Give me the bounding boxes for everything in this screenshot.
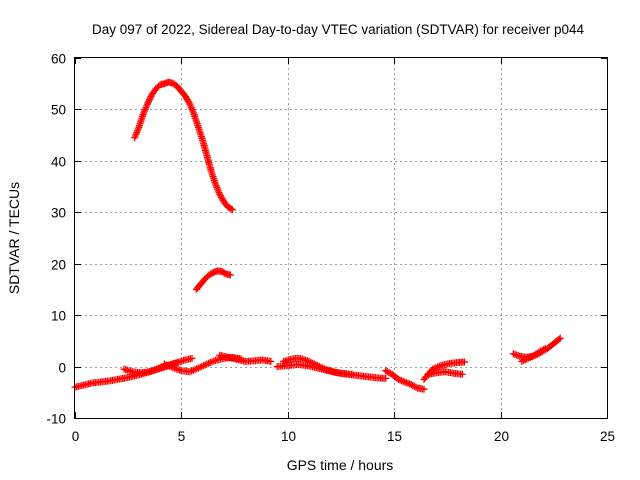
- data-point: [144, 99, 152, 107]
- x-tick-label: 25: [600, 429, 615, 444]
- y-axis-label: SDTVAR / TECUs: [6, 182, 22, 294]
- x-axis: 0 5 10 15 20 25: [72, 58, 615, 444]
- data-point: [555, 335, 563, 343]
- plot-frame: [74, 57, 608, 419]
- data-point: [556, 334, 564, 342]
- data-point: [145, 96, 153, 104]
- x-tick-label: 10: [281, 429, 296, 444]
- series-arc-mid: [192, 267, 234, 293]
- data-point: [145, 97, 153, 105]
- data-point: [188, 354, 196, 362]
- y-tick-label: 10: [51, 309, 66, 324]
- y-tick-label: 30: [51, 206, 66, 221]
- data-point: [226, 271, 234, 279]
- series-arc-e: [280, 354, 390, 382]
- series-arc-k: [518, 334, 564, 365]
- data-point: [382, 374, 390, 382]
- series-arc-high: [131, 78, 236, 214]
- series-arc-g: [382, 367, 428, 393]
- y-tick-label: 40: [51, 155, 66, 170]
- data-point: [267, 357, 275, 365]
- y-axis: -10 0 10 20 30 40 50 60: [46, 52, 607, 427]
- data-point: [460, 358, 468, 366]
- y-tick-label: 60: [51, 52, 66, 67]
- x-axis-label: GPS time / hours: [287, 457, 394, 473]
- data-point: [412, 383, 420, 391]
- data-point: [143, 100, 151, 108]
- x-tick-label: 0: [72, 429, 80, 444]
- data-point: [146, 94, 154, 102]
- series-arc-f: [273, 361, 356, 378]
- series-arc-d: [216, 351, 275, 365]
- y-tick-label: 0: [58, 361, 66, 376]
- data-point: [420, 385, 428, 393]
- series-layer: [71, 78, 564, 393]
- y-tick-label: 50: [51, 103, 66, 118]
- series-arc-i: [424, 368, 466, 378]
- data-point: [458, 370, 466, 378]
- data-point: [185, 99, 193, 107]
- data-point: [227, 205, 235, 213]
- x-tick-label: 5: [178, 429, 186, 444]
- x-tick-label: 20: [494, 429, 509, 444]
- data-point: [348, 370, 356, 378]
- y-tick-label: -10: [46, 412, 66, 427]
- y-tick-label: 20: [51, 258, 66, 273]
- grid-layer: [75, 58, 607, 418]
- data-point: [228, 206, 236, 214]
- chart-title: Day 097 of 2022, Sidereal Day-to-day VTE…: [92, 22, 584, 37]
- x-tick-label: 15: [387, 429, 402, 444]
